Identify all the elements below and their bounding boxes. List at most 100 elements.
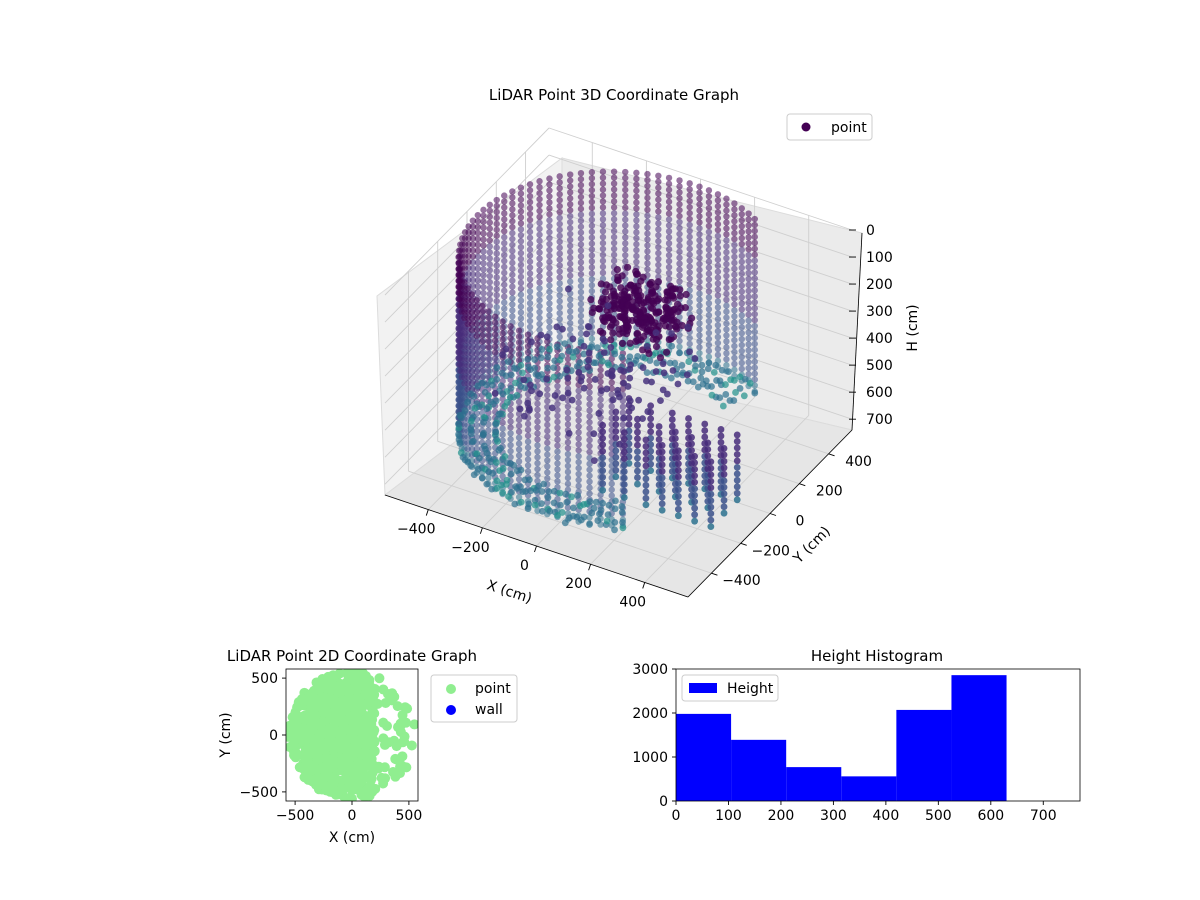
- data-point: [669, 367, 677, 374]
- data-point: [676, 236, 683, 244]
- data-point: [622, 234, 629, 241]
- data-point: [550, 364, 558, 372]
- data-point: [674, 505, 682, 513]
- data-point: [622, 168, 629, 176]
- data-point: [618, 339, 627, 348]
- data-point: [468, 374, 476, 381]
- legend-marker-wall: [446, 705, 456, 715]
- data-point: [501, 257, 508, 265]
- data-point: [720, 503, 728, 511]
- data-point: [594, 517, 602, 524]
- data-point: [676, 195, 683, 202]
- data-point: [696, 308, 703, 315]
- data-point: [731, 223, 738, 231]
- data-point: [536, 219, 543, 227]
- data-point-2d: [406, 740, 417, 751]
- data-point-2d: [361, 761, 372, 772]
- y-tick-label: 200: [816, 484, 843, 500]
- data-point: [723, 266, 730, 274]
- data-point: [526, 198, 534, 206]
- data-point: [524, 468, 532, 475]
- data-point: [556, 489, 564, 497]
- data-point: [611, 350, 619, 358]
- data-point: [612, 421, 620, 429]
- data-point: [658, 500, 666, 508]
- data-point: [634, 435, 641, 443]
- data-point: [714, 327, 722, 335]
- data-point: [524, 420, 532, 428]
- data-point: [731, 301, 738, 308]
- data-point-2d: [391, 741, 402, 752]
- data-point: [696, 189, 703, 196]
- data-point: [618, 508, 626, 516]
- data-point: [696, 320, 703, 327]
- data-point: [684, 323, 692, 331]
- data-point: [686, 257, 693, 264]
- data-point: [707, 516, 715, 524]
- data-point: [674, 466, 682, 474]
- data-point: [480, 289, 487, 297]
- data-point: [745, 234, 752, 241]
- data-point: [554, 466, 561, 473]
- x-tick-label: 0: [520, 558, 529, 574]
- data-point: [475, 454, 483, 462]
- data-point: [546, 276, 553, 283]
- data-point-2d: [341, 761, 352, 772]
- data-point: [509, 313, 516, 320]
- data-point: [714, 274, 722, 281]
- data-point: [519, 369, 526, 377]
- data-point: [588, 252, 596, 259]
- data-point: [731, 360, 738, 368]
- data-point: [566, 272, 574, 279]
- data-point-2d: [388, 767, 399, 778]
- data-point: [554, 472, 561, 479]
- data-point: [546, 312, 553, 319]
- data-point: [704, 445, 712, 453]
- data-point: [486, 237, 493, 244]
- data-point: [676, 266, 683, 273]
- data-point: [575, 405, 582, 412]
- data-point: [608, 403, 615, 410]
- data-point: [610, 168, 618, 175]
- data-point: [485, 326, 492, 333]
- data-point-2d: [360, 791, 371, 801]
- data-point: [738, 282, 745, 289]
- data-point: [544, 338, 551, 345]
- data-point: [575, 399, 582, 406]
- data-point: [681, 304, 689, 312]
- data-point: [676, 201, 683, 208]
- data-point: [655, 243, 662, 251]
- data-point: [731, 331, 738, 338]
- data-point: [620, 435, 628, 443]
- data-point: [575, 447, 582, 454]
- data-point: [733, 450, 741, 458]
- data-point: [633, 199, 640, 206]
- data-point: [643, 298, 651, 306]
- data-point: [526, 228, 534, 236]
- data-point: [556, 173, 563, 180]
- data-point: [493, 202, 500, 210]
- data-point: [574, 491, 581, 499]
- data-point: [493, 297, 500, 305]
- plot-histogram: Height Histogram 0 100 200 300 400 500 600 700 …: [632, 647, 1081, 824]
- data-point: [639, 353, 647, 361]
- legend-label-point: point: [475, 681, 511, 697]
- data-point: [584, 363, 592, 371]
- x-ticks-2d: −500 0 500: [276, 801, 422, 824]
- data-point: [751, 281, 758, 288]
- data-point: [621, 287, 629, 295]
- data-point: [684, 377, 692, 385]
- z-tick-label: 200: [866, 277, 893, 293]
- data-point: [493, 256, 500, 263]
- data-point: [658, 441, 666, 449]
- data-point: [738, 240, 745, 248]
- data-point: [526, 252, 534, 259]
- data-point: [745, 251, 752, 259]
- data-point: [562, 490, 570, 498]
- data-point: [493, 286, 500, 293]
- data-point: [738, 365, 745, 373]
- data-point: [686, 281, 693, 288]
- data-point: [512, 379, 519, 387]
- data-point: [738, 252, 745, 260]
- data-point: [671, 435, 679, 442]
